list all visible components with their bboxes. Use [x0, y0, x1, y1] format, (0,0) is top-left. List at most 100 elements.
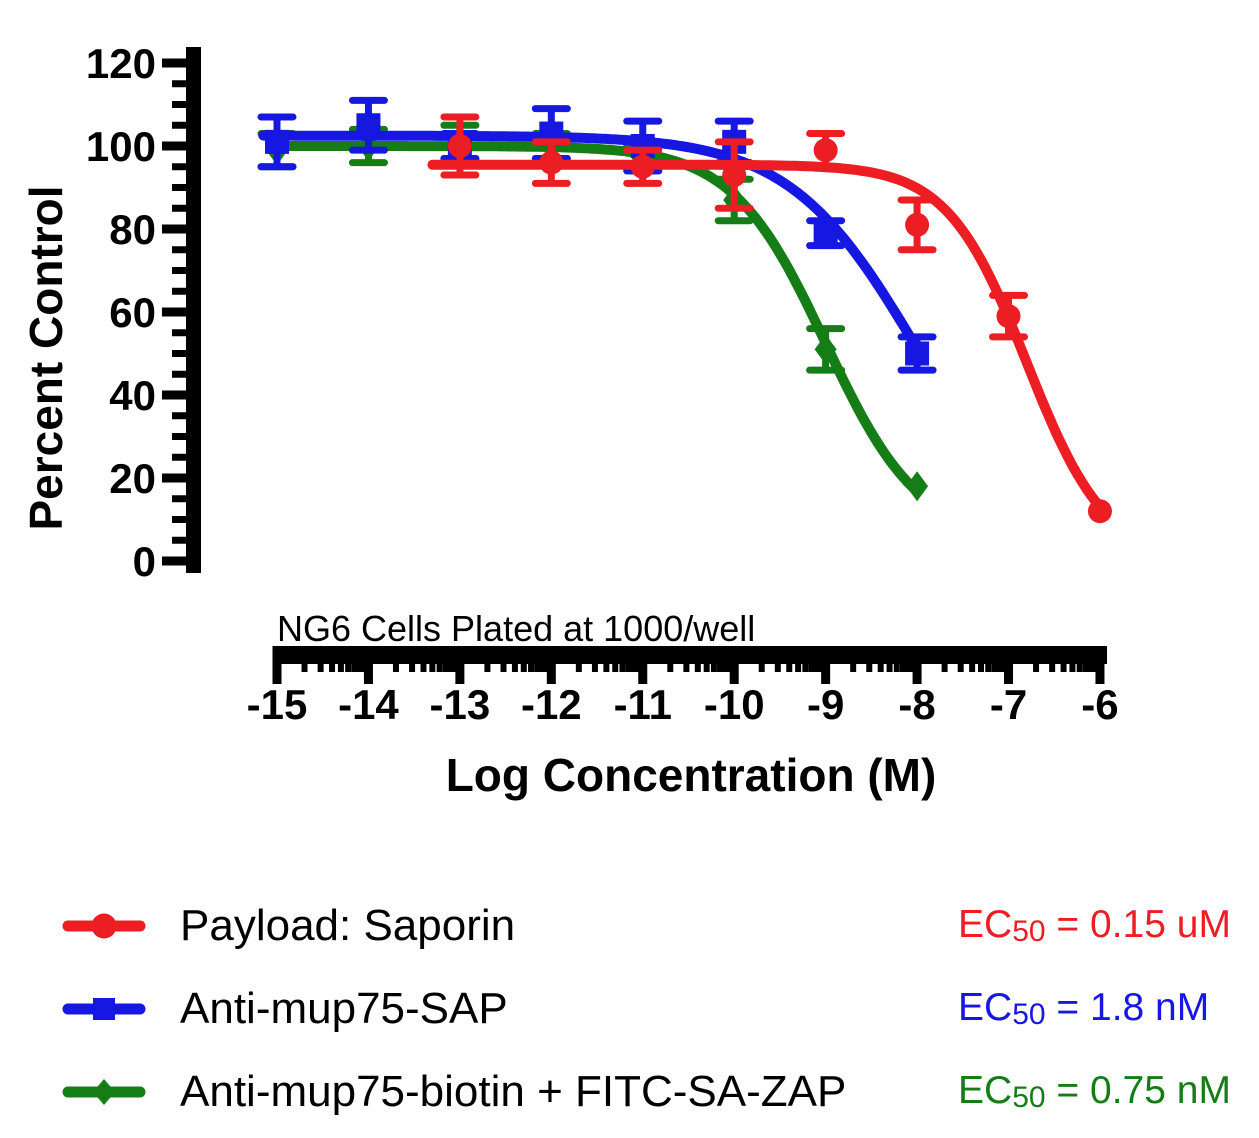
y-major-tick	[162, 473, 186, 483]
legend-item-payload-saporin: Payload: Saporin	[62, 901, 515, 951]
y-minor-tick	[172, 287, 186, 295]
x-minor-tick	[985, 646, 992, 672]
x-minor-tick	[337, 646, 344, 672]
x-minor-tick	[436, 646, 443, 672]
y-tick-label: 100	[86, 123, 156, 170]
x-minor-tick	[774, 646, 781, 672]
x-minor-tick	[941, 646, 948, 672]
x-minor-tick	[977, 646, 984, 672]
x-tick-label: -13	[430, 681, 491, 728]
y-minor-tick	[172, 121, 186, 129]
x-minor-tick	[905, 646, 912, 672]
x-minor-tick	[301, 646, 308, 672]
y-tick-label: 20	[109, 455, 156, 502]
x-minor-tick	[409, 646, 416, 672]
x-minor-tick	[528, 646, 535, 672]
x-minor-tick	[795, 646, 802, 672]
x-minor-tick	[727, 646, 734, 672]
x-minor-tick	[612, 646, 619, 672]
y-minor-tick	[172, 536, 186, 544]
y-major-tick	[162, 141, 186, 151]
x-minor-tick	[511, 646, 518, 672]
x-minor-tick	[630, 646, 637, 672]
y-tick-label: 40	[109, 372, 156, 419]
x-minor-tick	[683, 646, 690, 672]
x-minor-tick	[802, 646, 809, 672]
y-minor-tick	[172, 184, 186, 191]
x-tick-label: -7	[990, 681, 1027, 728]
x-tick-label: -11	[614, 681, 672, 728]
ec50-number: = 1.8 nM	[1045, 986, 1210, 1029]
legend-item-anti-mup75-sap: Anti-mup75-SAP	[62, 984, 508, 1034]
y-minor-tick	[172, 516, 186, 523]
data-point-square	[813, 221, 838, 246]
y-tick-label: 0	[133, 538, 156, 585]
x-major-tick	[912, 646, 922, 684]
y-major-tick	[162, 58, 186, 68]
x-minor-tick	[317, 646, 324, 672]
x-major-tick	[729, 646, 739, 684]
x-minor-tick	[345, 646, 352, 672]
x-minor-tick	[520, 646, 527, 672]
ec50-subscript: 50	[1012, 1081, 1046, 1114]
data-point-circle	[539, 150, 564, 175]
fit-curve	[267, 141, 923, 497]
x-major-tick	[1095, 646, 1105, 684]
x-tick-label: -6	[1081, 681, 1118, 728]
data-point-circle	[447, 134, 472, 158]
y-major-tick	[162, 556, 186, 566]
legend-marker-green-diamond	[62, 1075, 146, 1109]
x-tick-label: -12	[521, 681, 582, 728]
y-tick-label: 120	[86, 40, 156, 87]
x-minor-tick	[667, 646, 674, 672]
x-minor-tick	[717, 646, 724, 672]
x-minor-tick	[818, 646, 825, 672]
x-axis: -15 -14 -13 -12 -11 -10 -9 -8 -7 -6	[247, 646, 1119, 728]
x-tick-label: -15	[247, 681, 308, 728]
legend-circle	[91, 913, 117, 939]
y-minor-tick	[172, 495, 186, 503]
x-minor-tick	[957, 646, 964, 672]
x-minor-tick	[808, 646, 815, 672]
x-minor-tick	[1001, 646, 1008, 672]
x-minor-tick	[452, 646, 459, 672]
x-major-tick	[1004, 646, 1014, 684]
x-minor-tick	[392, 646, 399, 672]
x-major-tick	[821, 646, 831, 684]
ec50-number: = 0.75 nM	[1045, 1069, 1231, 1112]
x-minor-tick	[996, 646, 1003, 672]
x-minor-tick	[361, 646, 368, 672]
x-minor-tick	[991, 646, 998, 672]
x-minor-tick	[591, 646, 598, 672]
y-minor-tick	[172, 246, 186, 254]
x-minor-tick	[1049, 646, 1056, 672]
x-minor-tick	[484, 646, 491, 672]
legend-marker-red-circle	[62, 909, 146, 943]
x-minor-tick	[575, 646, 582, 672]
y-minor-tick	[172, 163, 186, 171]
legend-diamond	[93, 1079, 115, 1105]
y-tick-label: 60	[109, 289, 156, 336]
data-point-circle	[1087, 499, 1112, 524]
data-point-circle	[722, 163, 747, 188]
y-axis-bar	[186, 47, 201, 573]
x-minor-tick	[448, 646, 455, 672]
x-minor-tick	[619, 646, 626, 672]
y-axis-title: Percent Control	[20, 185, 72, 531]
legend-label: Anti-mup75-biotin + FITC-SA-ZAP	[180, 1067, 847, 1116]
y-minor-tick	[172, 101, 186, 108]
ec50-prefix: EC	[958, 1069, 1013, 1112]
y-minor-tick	[172, 80, 186, 88]
ec50-prefix: EC	[958, 903, 1013, 946]
x-minor-tick	[351, 646, 358, 672]
y-tick-label: 80	[109, 206, 156, 253]
x-minor-tick	[893, 646, 900, 672]
y-minor-tick	[172, 453, 186, 461]
y-major-tick	[162, 307, 186, 317]
y-minor-tick	[172, 267, 186, 274]
x-minor-tick	[703, 646, 710, 672]
x-minor-tick	[694, 646, 701, 672]
x-tick-label: -10	[704, 681, 765, 728]
ec50-subscript: 50	[1012, 998, 1046, 1031]
